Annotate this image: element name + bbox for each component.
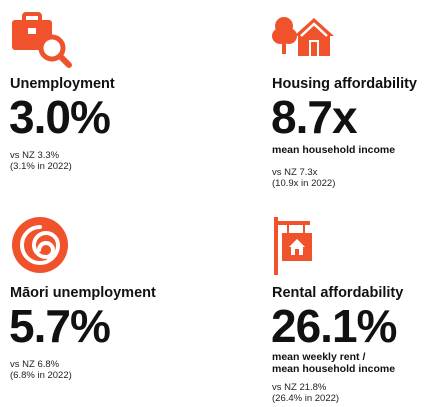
stat-value: 5.7%: [9, 300, 111, 352]
stat-value: 3.0%: [9, 91, 111, 143]
national-comparison: vs NZ 3.3%: [10, 150, 60, 161]
stat-label: Rental affordability: [272, 285, 404, 301]
briefcase-search-icon: [10, 6, 74, 70]
stat-label: Māori unemployment: [10, 285, 156, 301]
national-comparison: vs NZ 6.8%: [10, 359, 60, 370]
national-comparison: vs NZ 7.3x: [272, 167, 318, 178]
koru-spiral-icon: [10, 215, 74, 279]
house-tree-icon: [272, 6, 336, 70]
previous-year-value: (6.8% in 2022): [10, 370, 72, 381]
national-comparison: vs NZ 21.8%: [272, 382, 327, 393]
previous-year-value: (3.1% in 2022): [10, 161, 72, 172]
previous-year-value: (26.4% in 2022): [272, 393, 340, 404]
stat-comparison: vs NZ 21.8% (26.4% in 2022): [272, 382, 339, 404]
stat-comparison: vs NZ 3.3% (3.1% in 2022): [10, 150, 72, 172]
stat-label: Housing affordability: [272, 76, 417, 92]
stat-comparison: vs NZ 7.3x (10.9x in 2022): [272, 167, 335, 189]
stat-unit-description-line2: mean household income: [272, 363, 396, 375]
stat-value: 8.7x: [271, 91, 358, 143]
rental-sign-icon: [272, 215, 336, 279]
stat-unit-description: mean weekly rent /: [272, 351, 366, 363]
stat-value: 26.1%: [271, 300, 397, 352]
stat-unit-description: mean household income: [272, 144, 396, 156]
previous-year-value: (10.9x in 2022): [272, 178, 336, 189]
stat-comparison: vs NZ 6.8% (6.8% in 2022): [10, 359, 72, 381]
stat-label: Unemployment: [10, 76, 115, 92]
